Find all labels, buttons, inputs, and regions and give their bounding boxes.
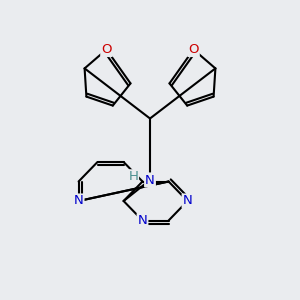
Text: N: N bbox=[74, 194, 83, 208]
Text: H: H bbox=[129, 170, 138, 183]
Text: O: O bbox=[188, 43, 199, 56]
Text: N: N bbox=[145, 173, 155, 187]
Text: O: O bbox=[101, 43, 112, 56]
Text: N: N bbox=[183, 194, 192, 208]
Text: N: N bbox=[138, 214, 147, 227]
